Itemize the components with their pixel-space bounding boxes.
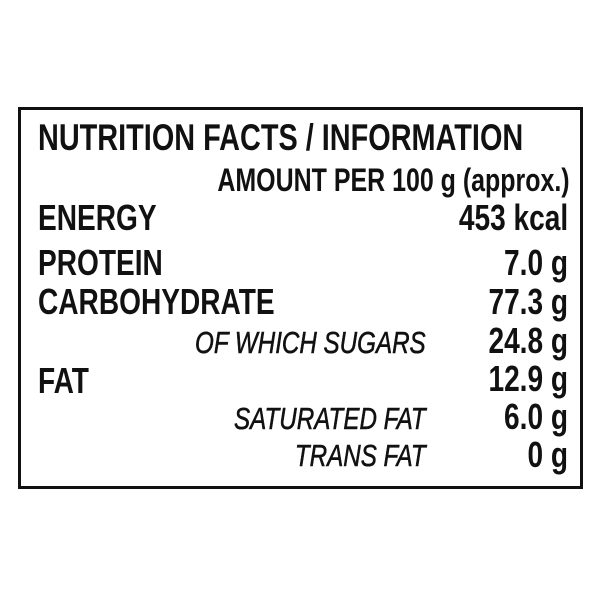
row-value-energy: 453 kcal — [458, 197, 568, 238]
row-value-protein: 7.0 g — [504, 242, 568, 283]
row-label-energy: ENERGY — [38, 197, 157, 238]
row-value-saturated-fat: 6.0 g — [504, 396, 568, 437]
row-label-saturated-fat: SATURATED FAT — [234, 401, 426, 436]
row-value-sugars: 24.8 g — [488, 320, 568, 361]
row-label-carbohydrate: CARBOHYDRATE — [38, 281, 275, 322]
row-label-trans-fat: TRANS FAT — [295, 438, 426, 473]
row-label-fat: FAT — [38, 360, 89, 401]
row-value-carbohydrate: 77.3 g — [488, 281, 568, 322]
row-value-trans-fat: 0 g — [527, 434, 568, 475]
table-title: NUTRITION FACTS / INFORMATION — [38, 117, 524, 158]
row-label-protein: PROTEIN — [38, 242, 163, 283]
nutrition-table-border — [18, 107, 583, 489]
row-label-sugars: OF WHICH SUGARS — [195, 325, 426, 360]
serving-basis: AMOUNT PER 100 g (approx.) — [217, 162, 570, 198]
row-value-fat: 12.9 g — [488, 358, 568, 399]
